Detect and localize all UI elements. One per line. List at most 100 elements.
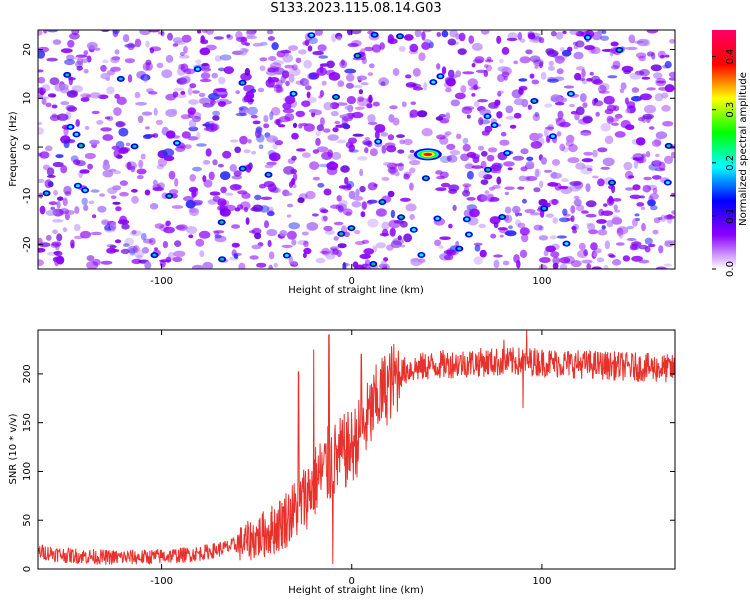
heatmap-cell bbox=[254, 232, 262, 240]
heatmap-cell bbox=[643, 39, 651, 47]
line-frame bbox=[37, 329, 676, 570]
heatmap-cell bbox=[62, 227, 68, 233]
heatmap-cell bbox=[518, 87, 524, 96]
heatmap-cell bbox=[163, 155, 175, 162]
heatmap-cell bbox=[485, 59, 494, 63]
heatmap-cell bbox=[145, 62, 153, 71]
heatmap-cell bbox=[646, 87, 656, 91]
heatmap-cell bbox=[593, 251, 598, 258]
heatmap-cell bbox=[379, 42, 386, 50]
heatmap-cell bbox=[276, 50, 286, 58]
heatmap-cell bbox=[319, 90, 325, 97]
heatmap-cell bbox=[505, 105, 514, 114]
heatmap-cell bbox=[284, 64, 295, 69]
heatmap-cell bbox=[638, 116, 646, 122]
heatmap-cell bbox=[550, 172, 563, 179]
heatmap-cell bbox=[496, 111, 503, 119]
heatmap-cell bbox=[466, 197, 476, 201]
heatmap-cell bbox=[282, 102, 292, 110]
heatmap-cell bbox=[364, 137, 371, 141]
heatmap-cell bbox=[455, 240, 460, 248]
heatmap-cell bbox=[588, 229, 598, 235]
heatmap-cell bbox=[483, 174, 493, 180]
heatmap-cell bbox=[47, 30, 58, 33]
heatmap-cell bbox=[308, 37, 318, 45]
heatmap-cell bbox=[110, 249, 120, 253]
heatmap-cell bbox=[481, 150, 488, 157]
heatmap-cell bbox=[141, 111, 153, 116]
heatmap-cell bbox=[538, 235, 549, 241]
heatmap-cell bbox=[216, 91, 227, 95]
heatmap-cell bbox=[274, 140, 283, 146]
heatmap-cell bbox=[668, 71, 675, 78]
heatmap-cell bbox=[505, 115, 516, 120]
heatmap-cell bbox=[290, 168, 298, 174]
heatmap-cell bbox=[235, 112, 248, 117]
heatmap-cell bbox=[550, 251, 560, 258]
heatmap-cell bbox=[611, 122, 619, 126]
heatmap-cell bbox=[264, 164, 274, 169]
heatmap-cell bbox=[336, 36, 342, 41]
heatmap-cell bbox=[139, 30, 151, 36]
heatmap-hotspot-core bbox=[438, 74, 443, 78]
heatmap-cell bbox=[603, 203, 608, 207]
heatmap-cell bbox=[73, 235, 84, 240]
heatmap-hotspot-core bbox=[610, 181, 614, 185]
heatmap-cell bbox=[569, 30, 579, 35]
heatmap-cell bbox=[356, 75, 368, 81]
heatmap-cell bbox=[534, 111, 540, 118]
heatmap-cell bbox=[623, 161, 633, 171]
heatmap-hotspot-core bbox=[372, 33, 377, 37]
heatmap-cell bbox=[569, 181, 582, 186]
heatmap-cell bbox=[256, 262, 267, 268]
heatmap-cell bbox=[145, 126, 150, 130]
heatmap-hotspot-core bbox=[568, 92, 573, 96]
heatmap-cell bbox=[436, 63, 441, 70]
heatmap-cell bbox=[291, 239, 297, 246]
heatmap-cell bbox=[83, 204, 89, 212]
heatmap-cell bbox=[538, 225, 544, 231]
heatmap-cell bbox=[288, 45, 299, 51]
heatmap-cell bbox=[118, 147, 129, 154]
heatmap-cell bbox=[493, 102, 500, 109]
heatmap-cell bbox=[168, 170, 176, 180]
heatmap-cell bbox=[303, 78, 310, 87]
heatmap-cell bbox=[53, 251, 60, 255]
heatmap-cell bbox=[625, 170, 634, 180]
heatmap-cell bbox=[199, 250, 205, 258]
heatmap-hotspot-core bbox=[466, 233, 471, 236]
heatmap-cell bbox=[606, 220, 614, 228]
heatmap-cell bbox=[484, 190, 490, 195]
heatmap-cell bbox=[210, 124, 215, 131]
heatmap-cell bbox=[162, 148, 175, 157]
heatmap-cell bbox=[172, 37, 183, 44]
heatmap-cell bbox=[525, 176, 538, 181]
heatmap-cell bbox=[39, 205, 46, 215]
heatmap-cell bbox=[312, 149, 320, 154]
heatmap-cell bbox=[134, 38, 142, 48]
heatmap-cell bbox=[581, 158, 594, 163]
heatmap-hotspot-core bbox=[240, 167, 245, 171]
heatmap-cell bbox=[245, 30, 256, 38]
heatmap-cell bbox=[142, 134, 153, 140]
heatmap-hotspot-core bbox=[152, 253, 157, 257]
heatmap-cell bbox=[149, 203, 159, 210]
heatmap-cell bbox=[635, 52, 647, 59]
heatmap-cell bbox=[660, 214, 667, 222]
heatmap-cell bbox=[144, 261, 152, 269]
heatmap-cell bbox=[59, 208, 70, 215]
heatmap-cell bbox=[106, 86, 115, 95]
heatmap-cell bbox=[612, 198, 622, 202]
heatmap-cell bbox=[396, 134, 405, 139]
heatmap-cell bbox=[649, 193, 659, 200]
heatmap-cell bbox=[555, 117, 561, 122]
heatmap-cell bbox=[477, 99, 488, 103]
heatmap-cell bbox=[497, 66, 509, 72]
heatmap-cell bbox=[534, 65, 539, 69]
heatmap-cell bbox=[471, 62, 476, 68]
heatmap-hotspot-core bbox=[564, 242, 569, 246]
heatmap-cell bbox=[496, 35, 502, 44]
heatmap-cell bbox=[524, 209, 536, 214]
heatmap-cell bbox=[375, 208, 387, 217]
heatmap-y-ticks: -20 -10 0 10 20 bbox=[22, 43, 675, 253]
